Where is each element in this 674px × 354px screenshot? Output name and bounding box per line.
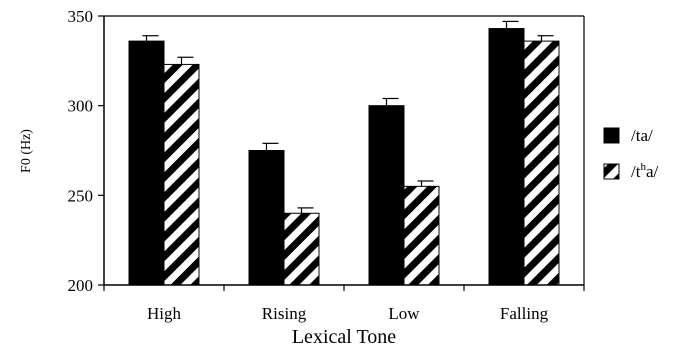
legend: /ta/ /tha/ xyxy=(603,126,658,181)
y-tick-label: 250 xyxy=(68,186,94,205)
legend-label-ta: /ta/ xyxy=(631,126,653,145)
y-axis-title: F0 (Hz) xyxy=(19,129,34,173)
y-tick-label: 300 xyxy=(68,97,94,116)
bar-tha xyxy=(523,40,560,286)
legend-item-tha: /tha/ xyxy=(603,161,658,181)
legend-swatch-solid xyxy=(603,127,620,144)
x-tick-label: Low xyxy=(388,304,420,323)
x-tick-label: Rising xyxy=(262,304,307,323)
legend-label-tha-superscript: h xyxy=(640,161,646,173)
legend-label-tha-part2: a/ xyxy=(646,162,659,181)
bar-ta xyxy=(128,40,165,286)
x-tick-label: High xyxy=(147,304,182,323)
bar-ta xyxy=(368,105,405,286)
error-bars-layer xyxy=(142,20,554,214)
y-tick-label: 200 xyxy=(68,276,94,295)
x-tick-label: Falling xyxy=(500,304,549,323)
bars-layer xyxy=(128,28,560,286)
x-axis-title: Lexical Tone xyxy=(292,326,396,348)
legend-label-tha: /tha/ xyxy=(631,161,658,181)
x-ticks-layer: High Rising Low Falling xyxy=(103,285,585,323)
bar-ta xyxy=(248,150,285,286)
bar-tha xyxy=(283,212,320,286)
legend-swatch-hatched xyxy=(603,163,620,180)
bar-tha xyxy=(163,63,200,286)
bar-ta xyxy=(488,28,525,286)
bar-tha xyxy=(403,185,440,286)
y-ticks-layer: 200 250 300 350 xyxy=(68,7,104,295)
legend-item-ta: /ta/ xyxy=(603,126,653,145)
y-tick-label: 350 xyxy=(68,7,94,26)
legend-label-tha-part1: /t xyxy=(631,162,641,181)
